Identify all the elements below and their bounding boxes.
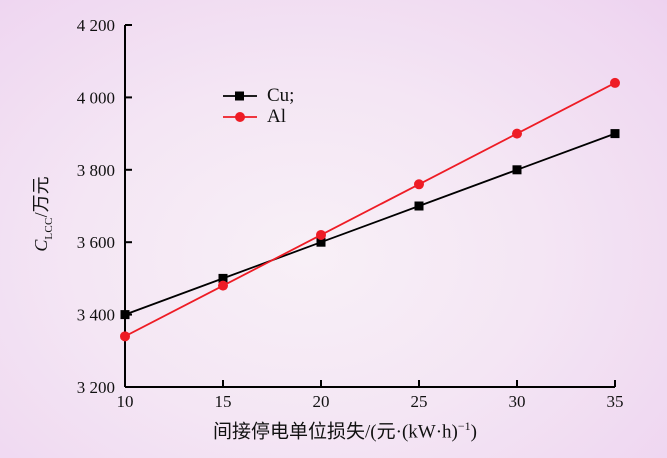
cu-line-square-marker-icon — [223, 91, 257, 100]
data-point-circle — [414, 179, 424, 190]
x-tick-label: 15 — [215, 392, 232, 411]
x-tick-label: 30 — [509, 392, 526, 411]
legend-label-al: Al — [267, 106, 286, 127]
y-tick-label: 4 200 — [77, 16, 115, 35]
series-line-cu — [124, 132, 616, 316]
data-point-circle — [218, 280, 228, 291]
x-tick-label: 20 — [313, 392, 330, 411]
y-tick-label: 3 600 — [77, 233, 115, 252]
al-line-circle-marker-icon — [223, 111, 257, 122]
legend-item-al: Al — [223, 106, 294, 127]
y-axis-subscript: LCC — [42, 217, 55, 240]
data-point-square — [316, 237, 326, 247]
data-point-circle — [512, 128, 522, 139]
x-tick-label: 35 — [607, 392, 624, 411]
legend-label-cu: Cu; — [267, 85, 295, 106]
legend-item-cu: Cu; — [223, 85, 294, 106]
x-axis-title-exponent: −1 — [457, 419, 471, 434]
x-tick-label: 10 — [117, 392, 134, 411]
x-axis-title-close: ) — [470, 421, 477, 443]
data-point-square — [512, 165, 522, 175]
y-tick-label: 3 200 — [77, 378, 115, 397]
data-point-square — [414, 201, 424, 211]
data-point-circle — [120, 331, 130, 342]
y-tick-label: 3 400 — [77, 306, 115, 325]
y-axis-unit: /万元 — [31, 176, 52, 218]
data-point-square — [610, 129, 620, 139]
y-axis-variable: C — [31, 239, 52, 252]
data-point-square — [120, 310, 130, 320]
x-tick-label: 25 — [411, 392, 428, 411]
y-tick-label: 4 000 — [77, 88, 115, 107]
y-axis-title: CLCC/万元 — [27, 176, 55, 251]
data-point-circle — [610, 77, 620, 88]
x-axis-title-text: 间接停电单位损失/(元·(kW·h) — [213, 421, 458, 443]
legend: Cu; Al — [223, 85, 294, 127]
series-line-al — [124, 82, 616, 338]
data-point-square — [218, 273, 228, 283]
y-tick-label: 3 800 — [77, 161, 115, 180]
data-point-circle — [316, 229, 326, 240]
x-axis-title: 间接停电单位损失/(元·(kW·h)−1) — [213, 417, 477, 444]
